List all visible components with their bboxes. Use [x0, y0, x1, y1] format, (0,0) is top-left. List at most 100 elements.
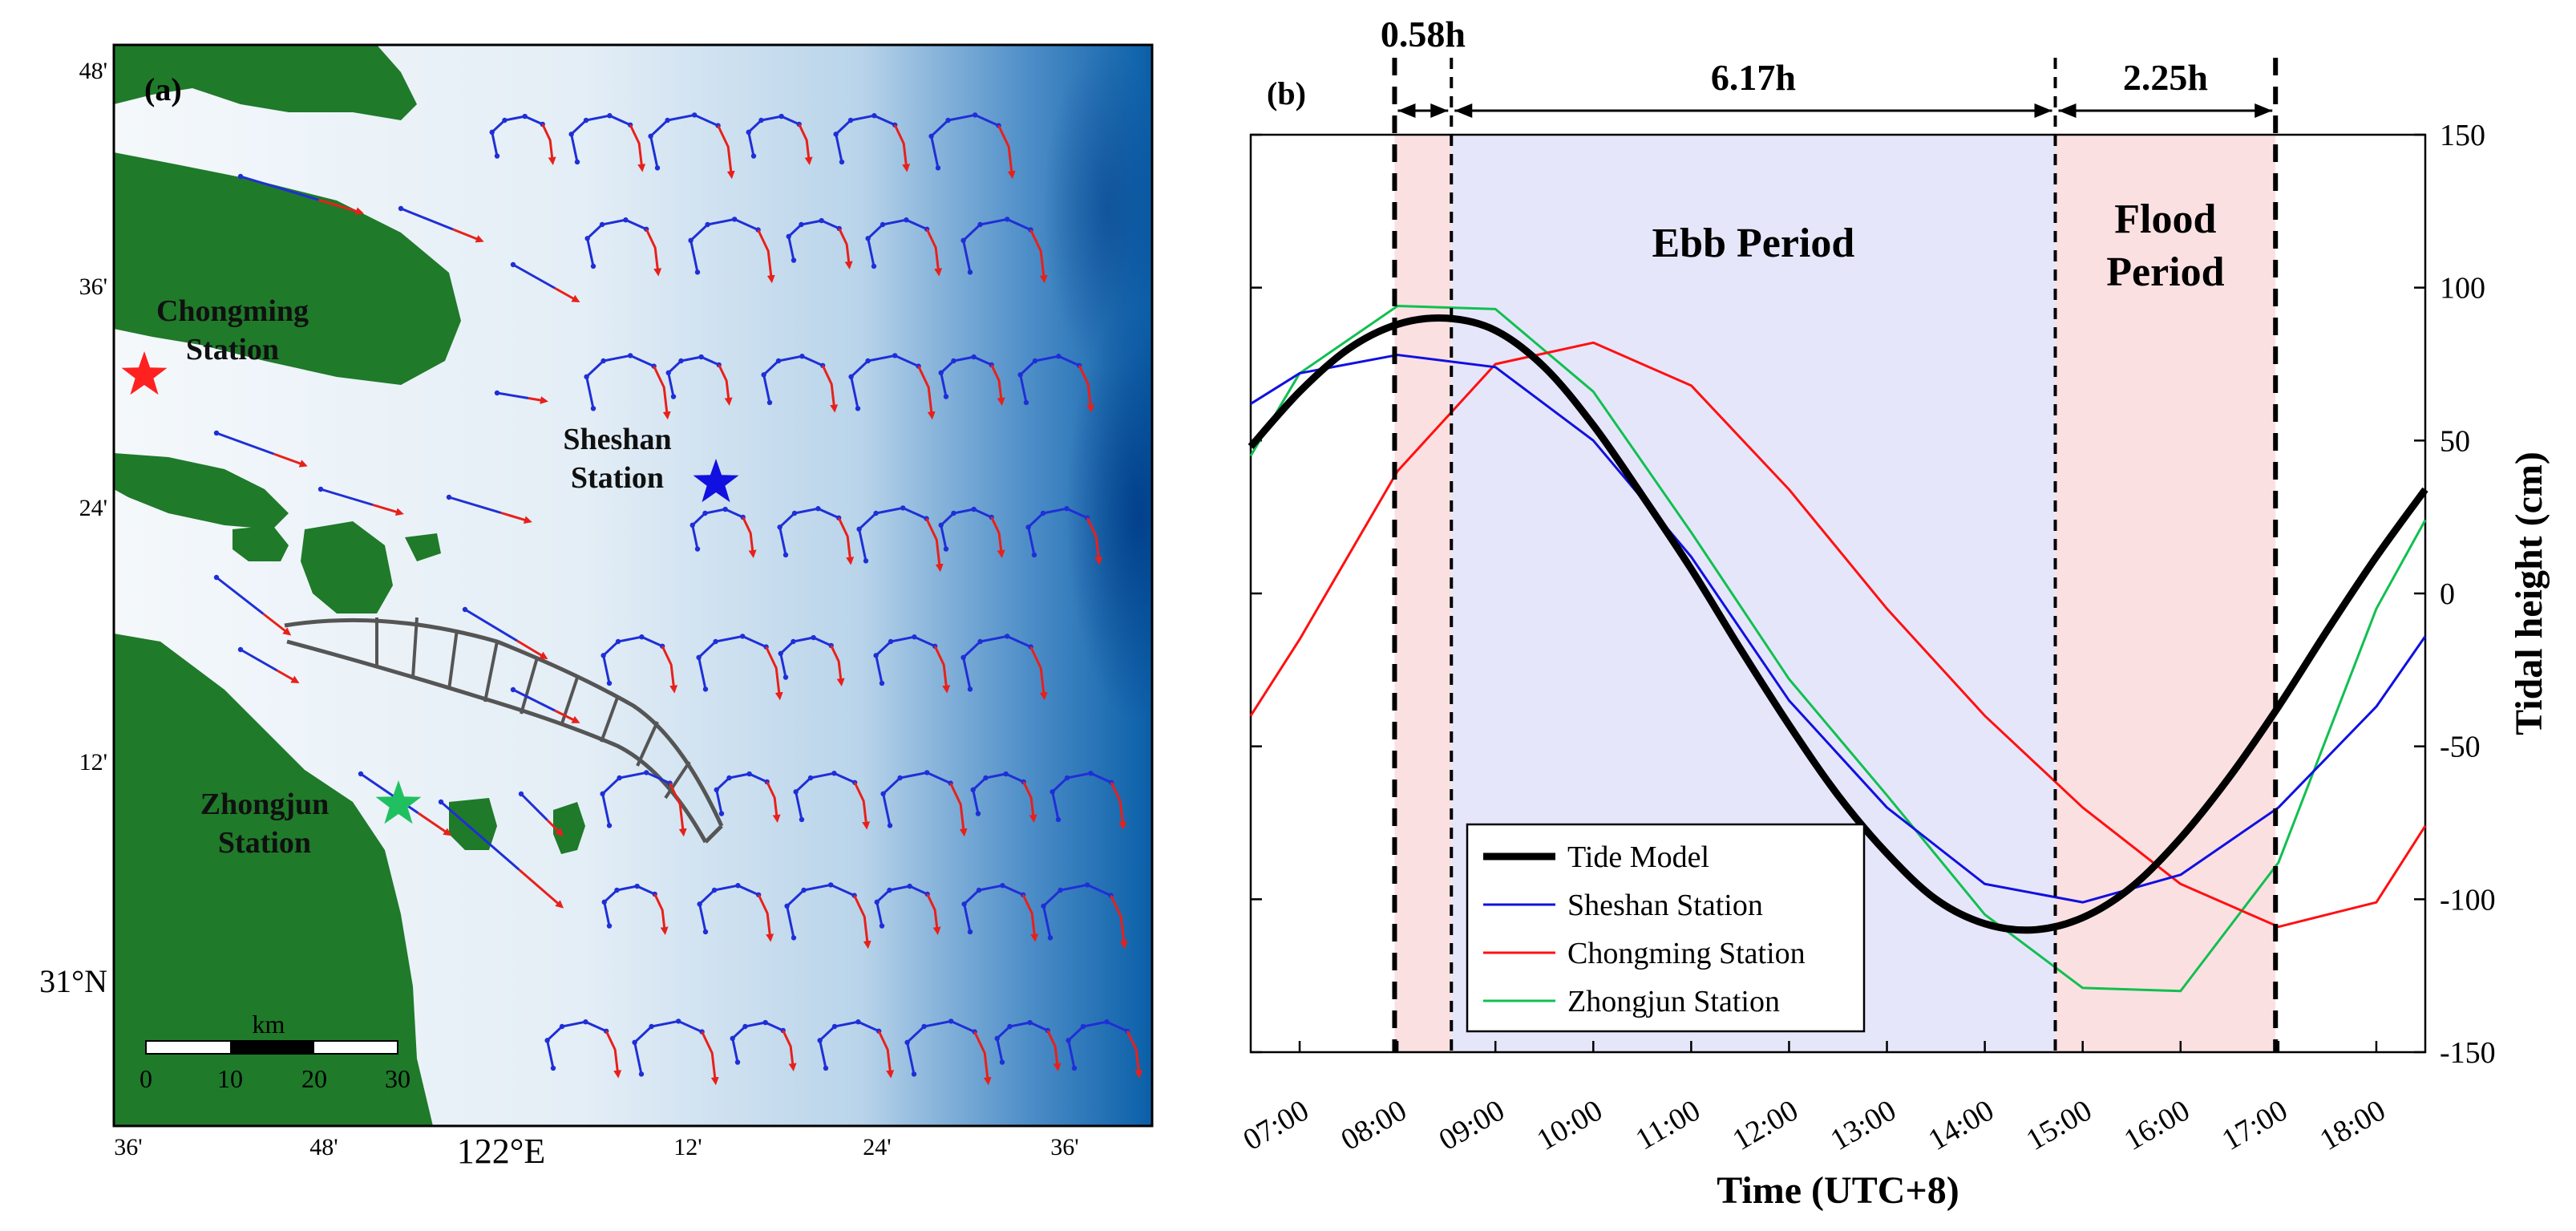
track-point — [734, 1059, 741, 1065]
track-point — [696, 654, 702, 660]
track-point — [599, 221, 605, 228]
ebb-track — [448, 496, 502, 514]
track-point — [702, 929, 709, 935]
track-point — [904, 1039, 910, 1046]
flood-period-label: Period — [2106, 249, 2224, 295]
longitude-labels: 36' 48' 122°E 12' 24' 36' — [114, 1132, 1078, 1171]
x-tick-label: 13:00 — [1825, 1093, 1902, 1157]
ebb-period-label: Ebb Period — [1652, 221, 1854, 266]
track-point — [977, 638, 983, 645]
track-point — [865, 236, 871, 241]
flood-track — [853, 894, 871, 950]
land-masses — [114, 45, 585, 1126]
track-point — [783, 674, 789, 680]
track-point — [1088, 771, 1094, 776]
flood-track — [837, 517, 855, 565]
track-point — [791, 257, 797, 263]
flood-track — [893, 124, 911, 172]
flood-track — [541, 124, 556, 165]
lat-label: 36' — [79, 273, 107, 300]
arrowhead — [2034, 103, 2052, 118]
flood-track — [661, 646, 678, 694]
track-point — [880, 221, 886, 228]
track-point — [791, 935, 797, 941]
track-point — [943, 546, 949, 552]
legend-entry: Tide Model — [1567, 840, 1709, 874]
track-point — [694, 269, 701, 275]
station-label: Zhongjun — [200, 788, 330, 821]
track-point — [462, 606, 468, 613]
track-point — [317, 486, 324, 492]
track-point — [670, 394, 677, 399]
track-point — [823, 1065, 829, 1071]
track-point — [786, 233, 791, 240]
track-point — [819, 217, 824, 224]
x-tick-label: 08:00 — [1336, 1093, 1413, 1157]
track-point — [775, 358, 782, 364]
y-tick-label: 0 — [2440, 577, 2455, 611]
track-point — [1023, 399, 1029, 406]
track-point — [623, 217, 629, 223]
x-tick-label: 17:00 — [2216, 1093, 2293, 1157]
track-point — [665, 117, 670, 124]
track-point — [615, 638, 621, 645]
scale-tick: 0 — [140, 1064, 152, 1093]
track-point — [856, 526, 862, 532]
track-point — [607, 113, 613, 119]
track-point — [967, 269, 973, 275]
track-point — [951, 358, 956, 364]
x-tick-label: 10:00 — [1531, 1093, 1608, 1157]
track-point — [746, 129, 751, 136]
chart-panel: (b) 0.58h 6.17h 2.25h Ebb Period Flood P… — [1163, 0, 2576, 1227]
station-label: Chongming — [156, 294, 309, 328]
flood-track — [1110, 782, 1127, 830]
flood-track — [1126, 1031, 1143, 1079]
flood-track — [554, 286, 580, 302]
track-point — [888, 638, 894, 645]
legend-entry: Chongming Station — [1567, 937, 1806, 970]
series-line — [1248, 314, 2428, 934]
track-point — [583, 1019, 588, 1025]
track-point — [676, 1018, 681, 1024]
drifter-tracks — [213, 112, 1143, 1086]
track-point — [237, 646, 244, 653]
track-point — [938, 370, 944, 376]
track-point — [977, 221, 983, 228]
track-point — [778, 113, 784, 119]
track-point — [740, 634, 746, 639]
flood-track — [318, 198, 364, 216]
track-point — [833, 132, 839, 137]
track-point — [960, 237, 966, 243]
track-point — [583, 117, 589, 124]
flood-track — [645, 229, 662, 277]
flood-track — [853, 782, 871, 830]
track-point — [550, 1065, 556, 1071]
track-point — [574, 159, 580, 165]
track-point — [791, 510, 798, 516]
track-point — [784, 903, 790, 909]
track-point — [1017, 372, 1023, 378]
duration-label: 0.58h — [1381, 14, 1466, 55]
tidal-chart: (b) 0.58h 6.17h 2.25h Ebb Period Flood P… — [1238, 14, 2550, 1212]
track-point — [811, 634, 816, 641]
flood-track — [838, 228, 853, 269]
track-point — [711, 887, 718, 893]
legend-entry: Sheshan Station — [1567, 889, 1763, 922]
track-point — [887, 887, 892, 893]
y-tick-label: -150 — [2440, 1036, 2496, 1070]
track-point — [892, 353, 898, 358]
track-point — [762, 1019, 768, 1026]
track-point — [510, 261, 516, 268]
flood-track — [273, 452, 308, 468]
track-point — [871, 263, 877, 269]
track-point — [1031, 552, 1037, 558]
scale-tick: 10 — [217, 1064, 243, 1093]
y-tick-label: 150 — [2440, 119, 2485, 152]
track-point — [971, 354, 977, 360]
ebb-track — [400, 207, 454, 231]
track-point — [973, 112, 978, 118]
track-point — [778, 650, 783, 657]
track-point — [880, 791, 886, 796]
track-point — [924, 770, 930, 775]
track-point — [601, 899, 607, 905]
